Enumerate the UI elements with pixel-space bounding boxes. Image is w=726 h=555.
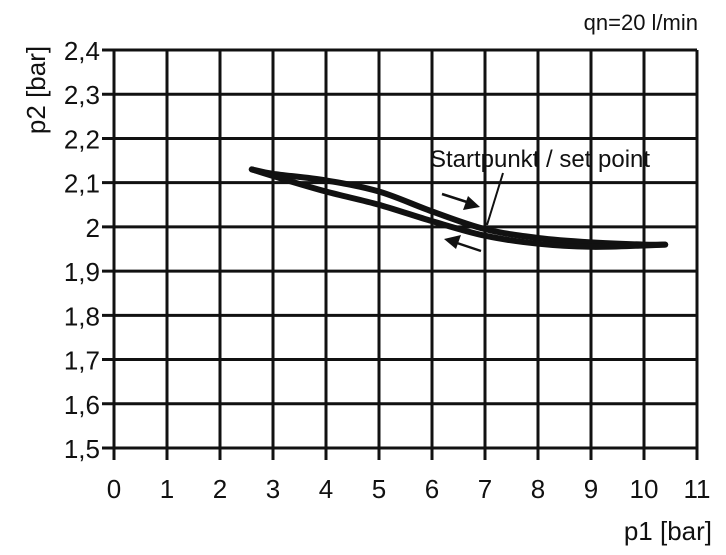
y-tick-label: 1,6 — [64, 390, 100, 420]
x-tick-label: 4 — [319, 474, 333, 504]
y-axis-label: p2 [bar] — [21, 46, 51, 134]
y-tick-label: 2,3 — [64, 80, 100, 110]
hysteresis-curves — [248, 166, 669, 250]
x-tick-label: 11 — [684, 474, 711, 504]
y-tick-label: 1,5 — [64, 434, 100, 464]
y-tick-label: 1,9 — [64, 257, 100, 287]
y-tick-labels: 1,5 1,6 1,7 1,8 1,9 2 2,1 2,2 2,3 2,4 — [64, 36, 100, 464]
setpoint-label: Startpunkt / set point — [430, 146, 650, 173]
y-tick-label: 2,4 — [64, 36, 100, 66]
x-tick-label: 10 — [630, 474, 659, 504]
arrow-right-down-icon — [441, 192, 480, 210]
x-tick-label: 1 — [160, 474, 174, 504]
curve-decreasing — [248, 166, 669, 250]
x-tick-label: 6 — [425, 474, 439, 504]
x-tick-labels: 0 1 2 3 4 5 6 7 8 9 10 11 — [107, 474, 711, 504]
x-tick-label: 2 — [213, 474, 227, 504]
y-tick-label: 1,7 — [64, 346, 100, 376]
x-tick-label: 0 — [107, 474, 121, 504]
x-tick-label: 7 — [478, 474, 492, 504]
flow-rate-annotation: qn=20 l/min — [584, 10, 698, 35]
setpoint-leader-line — [486, 172, 504, 226]
x-tick-label: 3 — [266, 474, 280, 504]
y-tick-label: 2,1 — [64, 169, 100, 199]
x-tick-label: 9 — [584, 474, 598, 504]
x-axis-label: p1 [bar] — [624, 516, 712, 546]
x-tick-label: 5 — [372, 474, 386, 504]
grid — [102, 48, 699, 460]
annotations: qn=20 l/min p2 [bar] p1 [bar] Startpunkt… — [21, 10, 712, 546]
curve-increasing — [248, 166, 669, 248]
y-tick-label: 2,2 — [64, 124, 100, 154]
arrow-left-up-icon — [444, 235, 482, 253]
x-tick-label: 8 — [531, 474, 545, 504]
y-tick-label: 2 — [86, 213, 100, 243]
y-tick-label: 1,8 — [64, 301, 100, 331]
